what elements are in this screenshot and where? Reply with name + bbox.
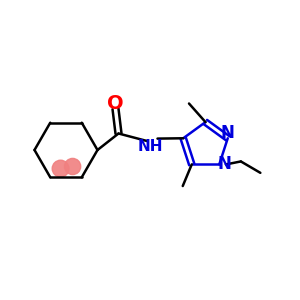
Circle shape (64, 158, 81, 175)
Text: O: O (107, 94, 124, 113)
Text: NH: NH (138, 139, 164, 154)
Text: N: N (221, 124, 235, 142)
Circle shape (52, 160, 69, 177)
Text: N: N (218, 155, 232, 173)
